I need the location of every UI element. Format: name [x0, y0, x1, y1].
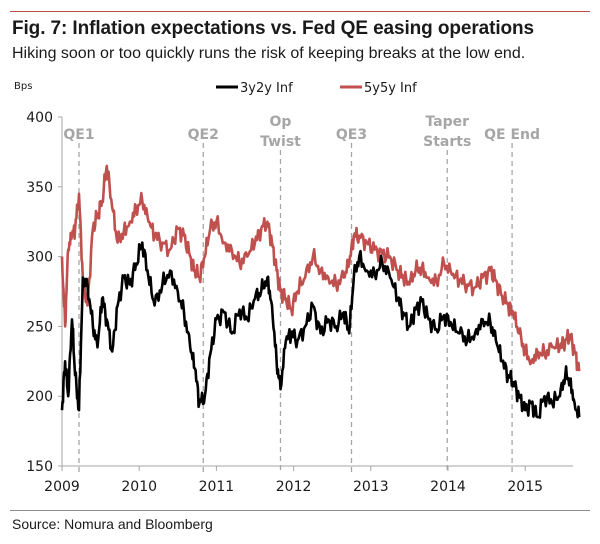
- y-tick-label: 250: [26, 319, 53, 335]
- series-line-3y2y-inf: [60, 241, 581, 419]
- event-marker-label: Starts: [423, 134, 471, 150]
- series-lines: [60, 164, 581, 419]
- x-tick-label: 2015: [507, 479, 543, 495]
- y-axis-label: Bps: [14, 81, 32, 92]
- chart-subtitle: Hiking soon or too quickly runs the risk…: [12, 45, 526, 62]
- event-marker-label: QE2: [188, 127, 219, 143]
- y-tick-label: 400: [26, 110, 53, 126]
- x-tick-label: 2011: [199, 479, 235, 495]
- series-line-5y5y-inf: [60, 164, 581, 372]
- legend: 3y2y Inf 5y5y Inf: [216, 81, 417, 96]
- top-rule: [10, 11, 590, 12]
- bottom-rule: [10, 510, 590, 511]
- y-tick-label: 200: [26, 389, 53, 405]
- source-note: Source: Nomura and Bloomberg: [12, 516, 213, 532]
- y-tick-label: 350: [26, 180, 53, 196]
- annotations: QE1 QE2 Op Twist QE3 Taper Starts QE End: [63, 114, 540, 472]
- event-marker-label: QE End: [484, 127, 540, 143]
- event-marker-label: QE3: [336, 127, 367, 143]
- y-tick-label: 150: [26, 459, 53, 475]
- y-tick-label: 300: [26, 250, 53, 266]
- event-marker-label: QE1: [63, 127, 94, 143]
- x-tick-label: 2014: [430, 479, 466, 495]
- x-tick-label: 2013: [353, 479, 389, 495]
- x-tick-label: 2010: [121, 479, 157, 495]
- axes: 150 200 250 300 350 400 2009 2010 2011 2012 2013 20…: [26, 110, 573, 495]
- legend-label: 3y2y Inf: [240, 81, 293, 96]
- chart-title: Fig. 7: Inflation expectations vs. Fed Q…: [12, 18, 534, 39]
- event-marker-label: Taper: [425, 114, 469, 130]
- x-tick-label: 2012: [276, 479, 312, 495]
- event-marker-label: Op: [270, 114, 292, 130]
- x-tick-label: 2009: [44, 479, 80, 495]
- line-chart: QE1 QE2 Op Twist QE3 Taper Starts QE End 150 200…: [14, 81, 581, 495]
- event-marker-label: Twist: [260, 134, 301, 150]
- legend-label: 5y5y Inf: [364, 81, 417, 96]
